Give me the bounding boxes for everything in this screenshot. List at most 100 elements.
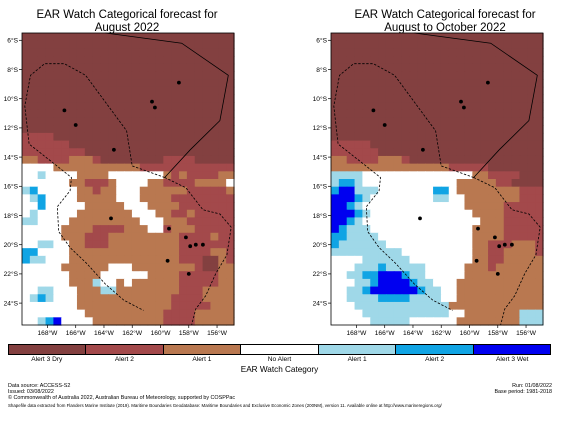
lon-tick-label: 168°W bbox=[38, 329, 59, 337]
grid-cell bbox=[456, 94, 466, 103]
grid-cell bbox=[385, 94, 395, 103]
grid-cell bbox=[139, 271, 149, 280]
grid-cell bbox=[338, 232, 348, 242]
grid-cell bbox=[171, 294, 180, 303]
grid-cell bbox=[354, 117, 364, 126]
grid-cell bbox=[226, 33, 235, 42]
grid-cell bbox=[346, 271, 356, 280]
grid-cell bbox=[108, 102, 117, 111]
grid-cell bbox=[29, 209, 39, 219]
grid-cell bbox=[53, 271, 62, 280]
grid-cell bbox=[131, 94, 141, 103]
grid-cell bbox=[331, 271, 340, 280]
island-marker bbox=[201, 242, 205, 247]
grid-cell bbox=[370, 271, 379, 280]
grid-cell bbox=[53, 125, 62, 134]
grid-cell bbox=[218, 155, 227, 165]
grid-cell bbox=[53, 248, 62, 257]
grid-cell bbox=[472, 86, 481, 96]
grid-cell bbox=[409, 40, 418, 49]
grid-cell bbox=[519, 248, 528, 257]
grid-cell bbox=[370, 132, 379, 142]
grid-cell bbox=[29, 117, 39, 126]
grid-cell bbox=[45, 294, 55, 303]
grid-cell bbox=[354, 71, 364, 80]
grid-cell bbox=[100, 294, 109, 303]
grid-cell bbox=[440, 63, 450, 73]
grid-cell bbox=[171, 286, 180, 295]
grid-cell bbox=[464, 56, 473, 65]
grid-cell bbox=[464, 33, 473, 42]
grid-cell bbox=[226, 56, 235, 65]
grid-cell bbox=[440, 40, 450, 49]
grid-cell bbox=[354, 301, 364, 311]
grid-cell bbox=[194, 40, 204, 49]
grid-cell bbox=[472, 186, 481, 195]
grid-cell bbox=[76, 179, 86, 188]
lat-tick-label: 16°S bbox=[4, 183, 19, 191]
grid-cell bbox=[29, 132, 39, 142]
grid-cell bbox=[108, 217, 117, 226]
grid-cell bbox=[354, 63, 364, 73]
grid-cell bbox=[92, 248, 102, 257]
grid-cell bbox=[194, 79, 204, 88]
grid-cell bbox=[346, 232, 356, 242]
grid-cell bbox=[69, 179, 78, 188]
grid-cell bbox=[84, 248, 94, 257]
island-marker bbox=[510, 242, 514, 247]
grid-cell bbox=[472, 240, 481, 249]
grid-cell bbox=[155, 48, 164, 57]
grid-cell bbox=[378, 86, 387, 96]
grid-cell bbox=[401, 117, 411, 126]
grid-cell bbox=[535, 232, 544, 242]
island-marker bbox=[188, 244, 193, 249]
grid-cell bbox=[69, 94, 78, 103]
grid-cell bbox=[448, 294, 458, 303]
grid-cell bbox=[29, 286, 39, 295]
island-marker bbox=[497, 244, 502, 249]
grid-cell bbox=[464, 225, 473, 234]
grid-cell bbox=[519, 163, 528, 172]
grid-cell bbox=[385, 102, 395, 111]
grid-cell bbox=[378, 155, 387, 165]
grid-cell bbox=[488, 225, 497, 234]
grid-cell bbox=[186, 278, 196, 288]
category-grid bbox=[331, 33, 544, 326]
grid-cell bbox=[124, 155, 133, 165]
grid-cell bbox=[472, 63, 481, 73]
island-marker bbox=[184, 235, 188, 240]
grid-cell bbox=[440, 163, 450, 172]
grid-cell bbox=[131, 240, 141, 249]
grid-cell bbox=[179, 240, 188, 249]
grid-cell bbox=[495, 248, 505, 257]
grid-cell bbox=[346, 301, 356, 311]
grid-cell bbox=[194, 309, 204, 318]
grid-cell bbox=[100, 202, 109, 211]
grid-cell bbox=[488, 56, 497, 65]
grid-cell bbox=[202, 271, 212, 280]
grid-cell bbox=[519, 317, 528, 326]
grid-cell bbox=[92, 301, 102, 311]
grid-cell bbox=[354, 109, 364, 119]
grid-cell bbox=[69, 148, 78, 157]
grid-cell bbox=[116, 148, 125, 157]
grid-cell bbox=[535, 294, 544, 303]
grid-cell bbox=[519, 63, 528, 73]
grid-cell bbox=[354, 202, 364, 211]
grid-cell bbox=[511, 186, 521, 195]
grid-cell bbox=[22, 263, 31, 272]
grid-cell bbox=[53, 63, 62, 73]
grid-cell bbox=[378, 48, 387, 57]
grid-cell bbox=[218, 217, 227, 226]
grid-cell bbox=[29, 240, 39, 249]
grid-cell bbox=[472, 209, 481, 219]
grid-cell bbox=[393, 294, 403, 303]
grid-cell bbox=[385, 117, 395, 126]
grid-cell bbox=[464, 71, 473, 80]
grid-cell bbox=[440, 263, 450, 272]
grid-cell bbox=[116, 255, 125, 265]
grid-cell bbox=[472, 102, 481, 111]
grid-cell bbox=[401, 132, 411, 142]
grid-cell bbox=[346, 132, 356, 142]
grid-cell bbox=[84, 271, 94, 280]
